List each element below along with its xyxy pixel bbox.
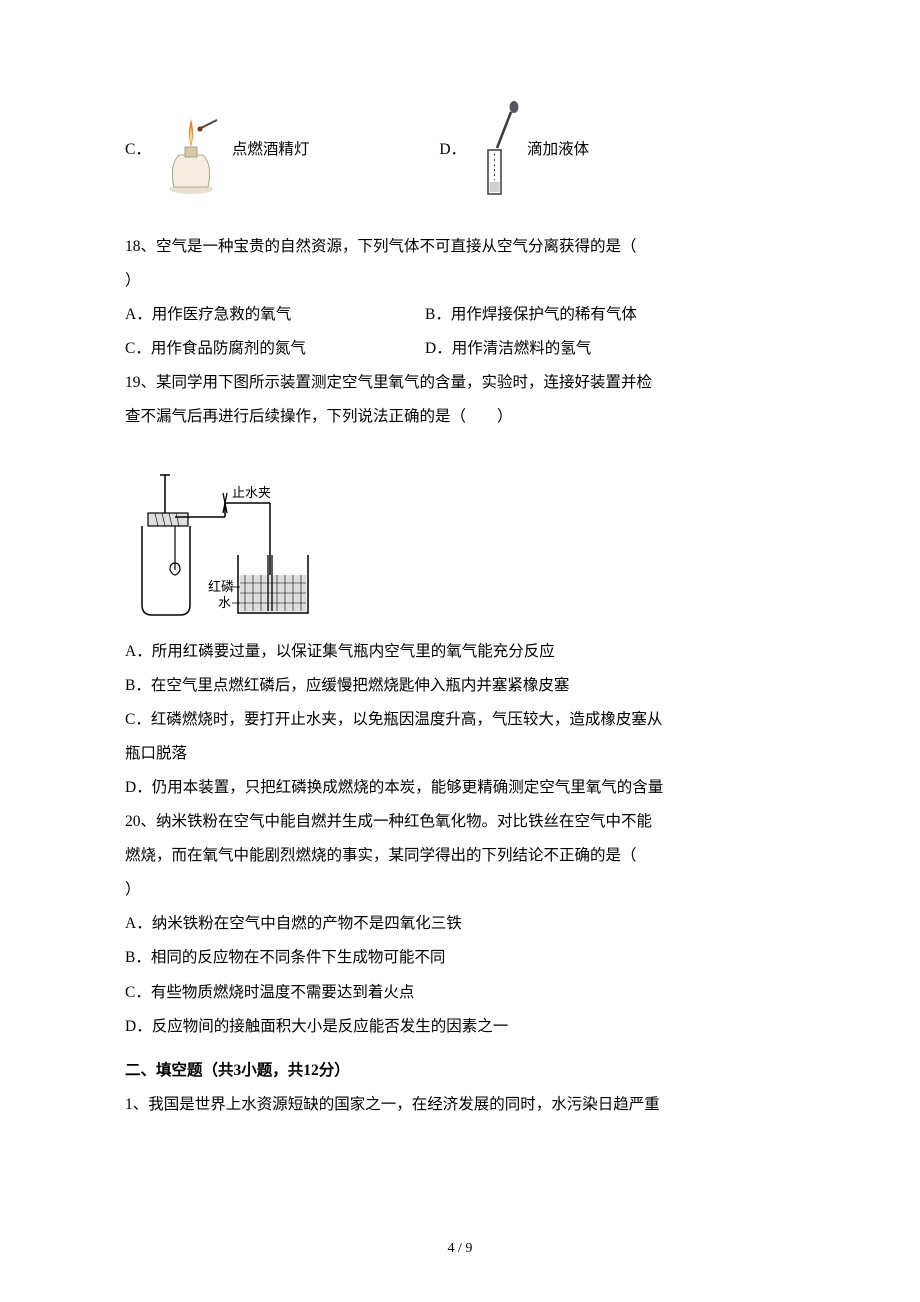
q18-stem-line1: 18、空气是一种宝贵的自然资源，下列气体不可直接从空气分离获得的是（ (125, 230, 785, 264)
q18-opt-d: D．用作清洁燃料的氢气 (425, 332, 591, 366)
q18-opt-c: C．用作食品防腐剂的氮气 (125, 332, 425, 366)
water-label: 水 (218, 595, 231, 610)
q19-stem-line1: 19、某同学用下图所示装置测定空气里氧气的含量，实验时，连接好装置并检 (125, 366, 785, 400)
q19-apparatus-diagram: 止水夹 红磷 水 (130, 450, 315, 630)
q18-row2: C．用作食品防腐剂的氮气 D．用作清洁燃料的氢气 (125, 332, 785, 366)
q20-stem-line1: 20、纳米铁粉在空气中能自燃并生成一种红色氧化物。对比铁丝在空气中不能 (125, 805, 785, 839)
q17-c-prefix: C． (125, 133, 151, 167)
dropper-icon (474, 100, 519, 200)
q17-options-cd: C． 点燃酒精灯 D． (125, 100, 785, 200)
q20-opt-a: A．纳米铁粉在空气中自燃的产物不是四氧化三铁 (125, 907, 785, 941)
clamp-label: 止水夹 (232, 485, 271, 500)
section2-q1: 1、我国是世界上水资源短缺的国家之一，在经济发展的同时，水污染日趋严重 (125, 1088, 785, 1122)
q17-c-label: 点燃酒精灯 (232, 133, 310, 167)
q19-opt-c-line1: C．红磷燃烧时，要打开止水夹，以免瓶因温度升高，气压较大，造成橡皮塞从 (125, 703, 785, 737)
q19-opt-d: D．仍用本装置，只把红磷换成燃烧的本炭，能够更精确测定空气里氧气的含量 (125, 771, 785, 805)
q19-opt-a: A．所用红磷要过量，以保证集气瓶内空气里的氧气能充分反应 (125, 635, 785, 669)
q20-opt-c: C．有些物质燃烧时温度不需要达到着火点 (125, 976, 785, 1010)
q18-row1: A．用作医疗急救的氧气 B．用作焊接保护气的稀有气体 (125, 298, 785, 332)
alcohol-lamp-icon (159, 105, 224, 195)
q17-d-prefix: D． (439, 133, 466, 167)
q18-stem-line2: ） (125, 264, 785, 298)
q20-opt-b: B．相同的反应物在不同条件下生成物可能不同 (125, 941, 785, 975)
phosphorus-label: 红磷 (208, 579, 234, 594)
q17-option-c: C． 点燃酒精灯 (125, 105, 309, 195)
section2-title: 二、填空题（共3小题，共12分） (125, 1054, 785, 1088)
q19-opt-b: B．在空气里点燃红磷后，应缓慢把燃烧匙伸入瓶内并塞紧橡皮塞 (125, 669, 785, 703)
q19-opt-c-line2: 瓶口脱落 (125, 737, 785, 771)
q17-d-label: 滴加液体 (527, 133, 589, 167)
q19-stem-line2: 查不漏气后再进行后续操作，下列说法正确的是（ ） (125, 400, 785, 434)
q20-opt-d: D．反应物间的接触面积大小是反应能否发生的因素之一 (125, 1010, 785, 1044)
q17-option-d: D． 滴加液体 (439, 100, 589, 200)
q18-opt-a: A．用作医疗急救的氧气 (125, 298, 425, 332)
q20-stem-line3: ） (125, 873, 785, 907)
page-number: 4 / 9 (0, 1241, 920, 1257)
q20-stem-line2: 燃烧，而在氧气中能剧烈燃烧的事实，某同学得出的下列结论不正确的是（ (125, 839, 785, 873)
q18-opt-b: B．用作焊接保护气的稀有气体 (425, 298, 637, 332)
